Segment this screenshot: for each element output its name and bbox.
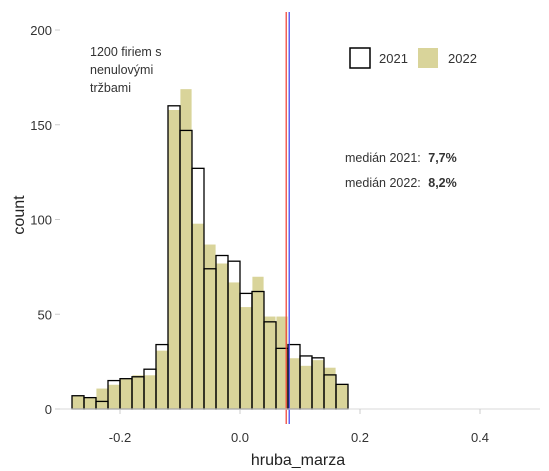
- y-axis-title: count: [11, 195, 28, 235]
- bar-2022: [119, 378, 133, 410]
- legend: 2021 2022: [349, 47, 477, 69]
- bar-2022: [143, 374, 157, 410]
- bar-2022: [311, 359, 325, 410]
- median-2021-value: 7,7%: [428, 151, 457, 165]
- bar-2022: [323, 366, 337, 410]
- y-tick-label: 150: [30, 118, 52, 133]
- y-axis-ticks: 0 50 100 150 200: [30, 23, 60, 417]
- x-axis-title: hruba_marza: [251, 452, 345, 469]
- annotation-line-3: tržbami: [90, 81, 131, 95]
- bar-2022: [167, 109, 181, 410]
- annotation-line-1: 1200 firiem s: [90, 45, 162, 59]
- bar-2022: [335, 383, 349, 410]
- annotation-line-2: nenulovými: [90, 63, 153, 77]
- x-tick-label: 0.0: [231, 430, 249, 445]
- y-tick-label: 0: [45, 402, 52, 417]
- median-2022-text: medián 2022:: [345, 176, 421, 190]
- bar-2022: [155, 349, 169, 410]
- legend-swatch-2022: [418, 48, 438, 68]
- median-labels: medián 2021: 7,7% medián 2022: 8,2%: [345, 151, 457, 190]
- y-tick-label: 50: [38, 307, 52, 322]
- legend-swatch-2021: [349, 47, 371, 69]
- legend-label-2021: 2021: [379, 51, 408, 66]
- bar-2022: [107, 383, 121, 410]
- bar-2022: [191, 222, 205, 410]
- bar-2022: [83, 397, 97, 410]
- x-tick-label: 0.4: [471, 430, 489, 445]
- median-2022-value: 8,2%: [428, 176, 457, 190]
- annotation: 1200 firiem s nenulovými tržbami: [90, 45, 162, 95]
- y-tick-label: 200: [30, 23, 52, 38]
- bar-2022: [263, 315, 277, 410]
- median-lines: [285, 12, 290, 424]
- bar-2022: [95, 387, 109, 410]
- bar-2022: [227, 281, 241, 410]
- bar-2022: [71, 395, 85, 410]
- median-2022-label: medián 2022: 8,2%: [345, 176, 457, 190]
- bar-2022: [251, 275, 265, 410]
- x-axis-ticks: -0.2 0.0 0.2 0.4: [109, 409, 489, 445]
- y-tick-label: 100: [30, 213, 52, 228]
- bar-2022: [299, 365, 313, 410]
- x-tick-label: -0.2: [109, 430, 131, 445]
- bar-2022: [215, 262, 229, 410]
- median-2021-text: medián 2021:: [345, 151, 421, 165]
- bars-2022: [71, 88, 349, 410]
- bar-2022: [239, 306, 253, 410]
- legend-label-2022: 2022: [448, 51, 477, 66]
- bar-2022: [179, 88, 193, 410]
- x-tick-label: 0.2: [351, 430, 369, 445]
- bar-2022: [131, 374, 145, 410]
- median-2021-label: medián 2021: 7,7%: [345, 151, 457, 165]
